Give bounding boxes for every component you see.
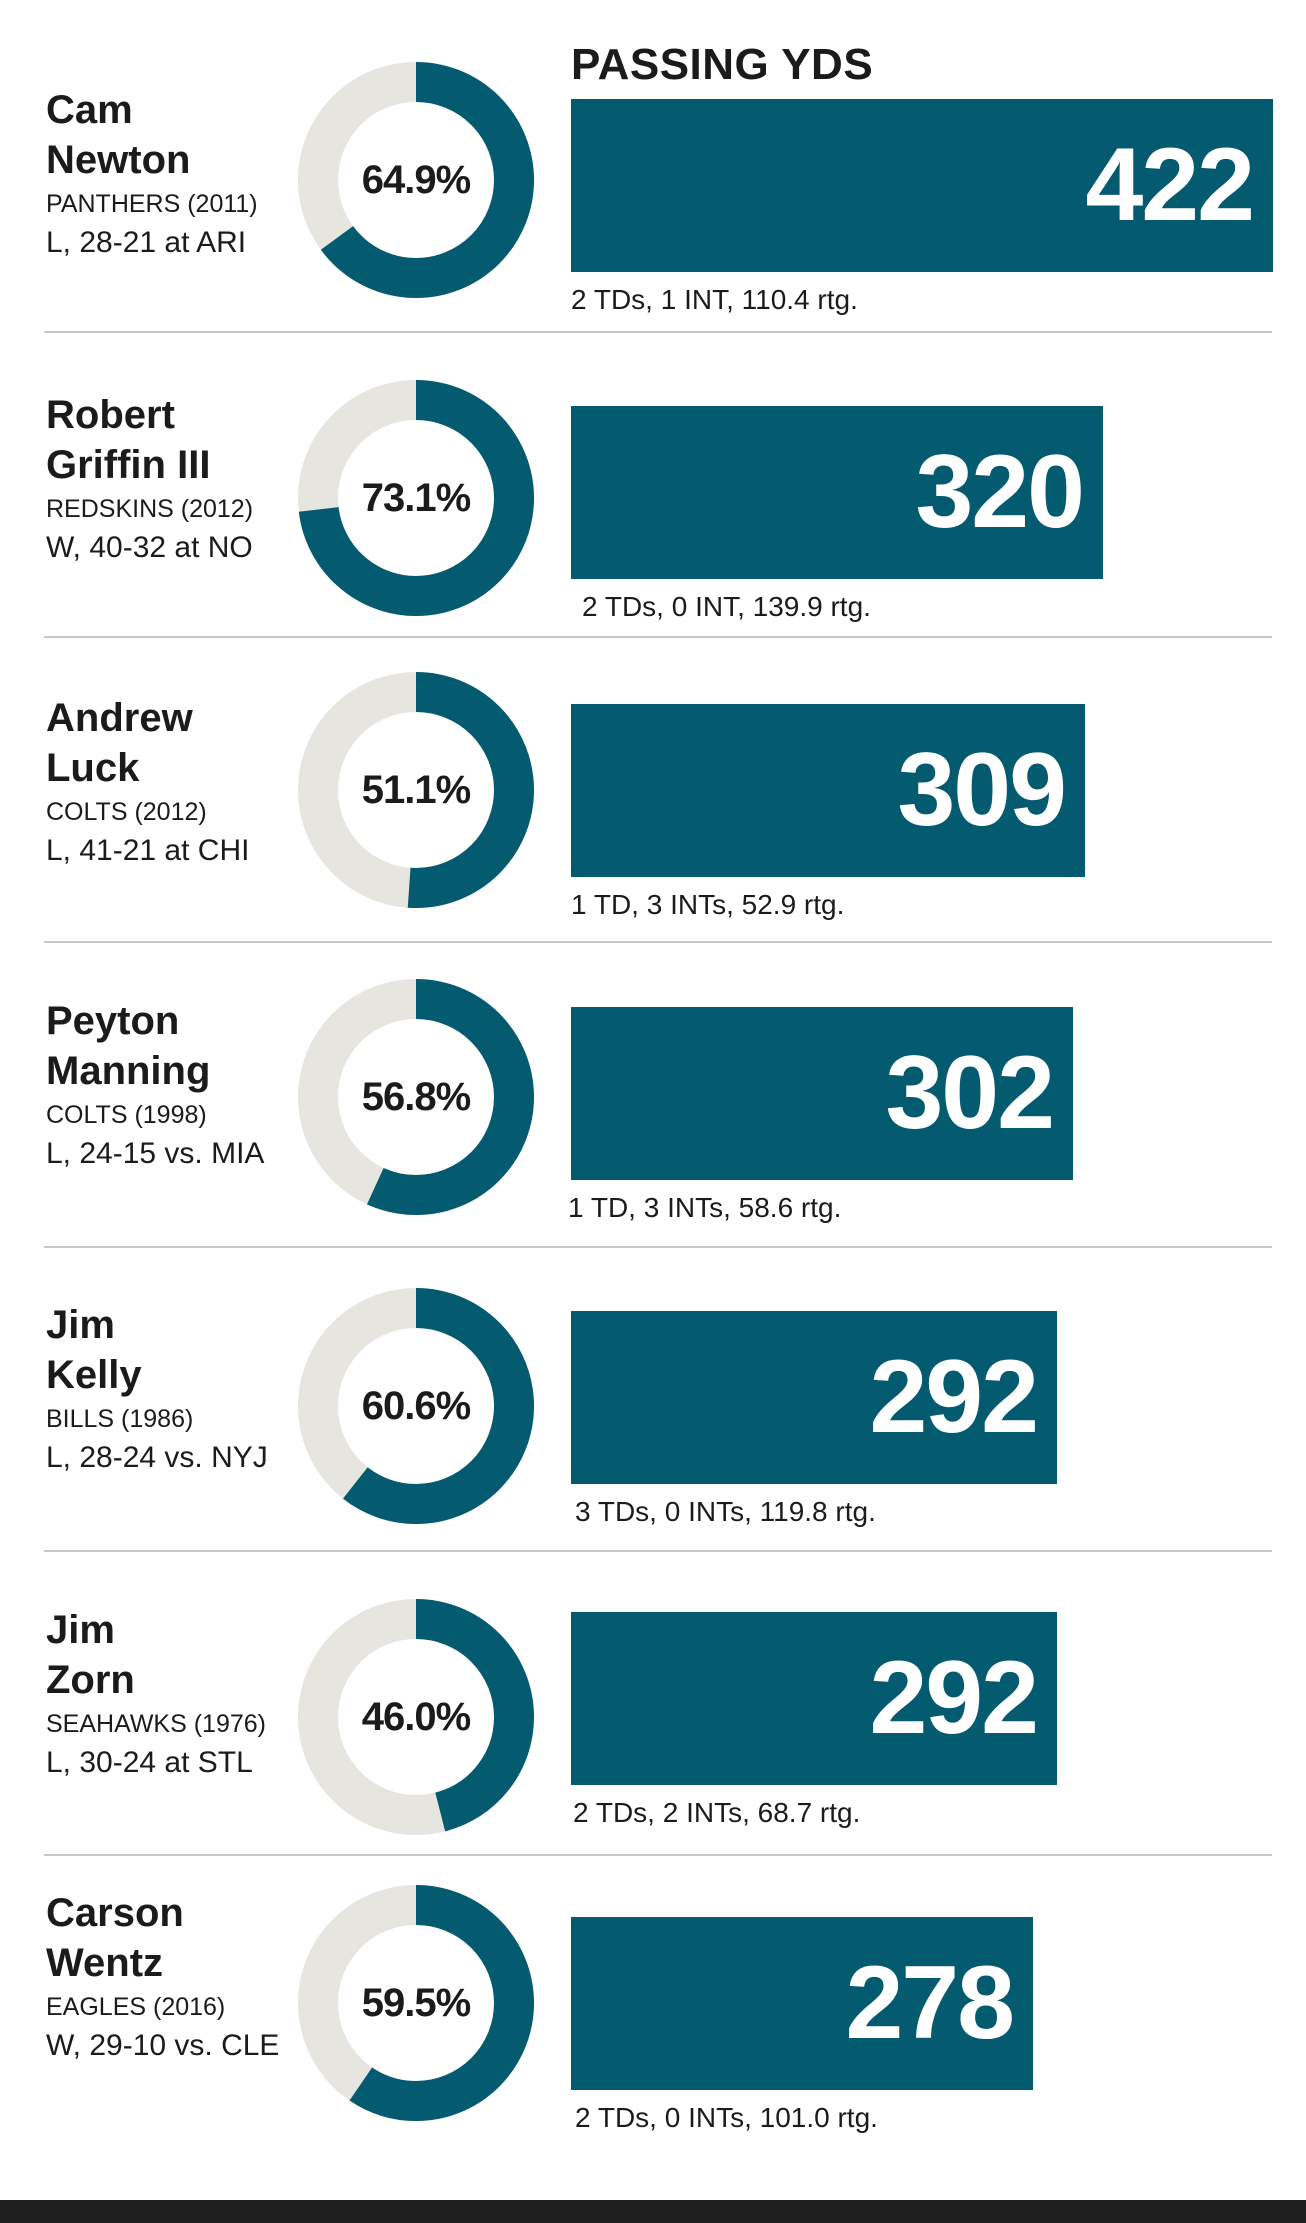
team-season: EAGLES (2016)	[46, 1993, 226, 2021]
team-season: COLTS (1998)	[46, 1101, 207, 1129]
game-result: W, 40-32 at NO	[46, 531, 253, 564]
player-last-name: Zorn	[46, 1658, 135, 1702]
yards-bar: 422	[571, 99, 1273, 272]
donut-arc	[298, 1599, 534, 1835]
player-first-name: Jim	[46, 1608, 115, 1652]
player-last-name: Kelly	[46, 1353, 142, 1397]
donut-arc	[298, 979, 534, 1215]
team-season: BILLS (1986)	[46, 1405, 194, 1433]
completion-donut: 56.8%	[298, 979, 534, 1215]
stat-line: 2 TDs, 2 INTs, 68.7 rtg.	[573, 1797, 861, 1828]
stat-line: 2 TDs, 0 INT, 139.9 rtg.	[582, 591, 871, 622]
completion-pct-label: 51.1%	[361, 768, 471, 812]
yards-bar: 292	[571, 1311, 1057, 1484]
player-row: Carson Wentz EAGLES (2016) W, 29-10 vs. CLE…	[0, 1885, 1306, 2193]
completion-pct-label: 60.6%	[361, 1384, 471, 1428]
yards-label: 292	[869, 1640, 1039, 1756]
completion-donut: 64.9%	[298, 62, 534, 298]
row-divider	[44, 1246, 1272, 1248]
donut-svg	[298, 380, 534, 616]
game-result: L, 30-24 at STL	[46, 1746, 253, 1779]
player-last-name: Griffin III	[46, 443, 211, 487]
donut-arc	[298, 62, 534, 298]
player-row: Jim Zorn SEAHAWKS (1976) L, 30-24 at STL 46.…	[0, 1599, 1306, 1910]
player-last-name: Luck	[46, 746, 140, 790]
player-row: Jim Kelly BILLS (1986) L, 28-24 vs. NYJ 60.6…	[0, 1288, 1306, 1605]
row-divider	[44, 941, 1272, 943]
completion-pct-label: 73.1%	[361, 476, 471, 520]
completion-pct-label: 64.9%	[361, 158, 471, 202]
stat-line: 1 TD, 3 INTs, 58.6 rtg.	[568, 1192, 842, 1223]
yards-label: 309	[897, 732, 1067, 848]
player-row: Andrew Luck COLTS (2012) L, 41-21 at CHI 51.…	[0, 672, 1306, 998]
donut-arc	[298, 672, 534, 908]
player-first-name: Peyton	[46, 999, 180, 1043]
player-row: Cam Newton PANTHERS (2011) L, 28-21 at ARI 6…	[0, 62, 1306, 390]
yards-bar: 320	[571, 406, 1103, 579]
stat-line: 3 TDs, 0 INTs, 119.8 rtg.	[575, 1496, 876, 1527]
yards-label: 302	[885, 1035, 1055, 1151]
game-result: L, 41-21 at CHI	[46, 834, 250, 867]
donut-svg	[298, 1885, 534, 2121]
player-row: Peyton Manning COLTS (1998) L, 24-15 vs. MI…	[0, 979, 1306, 1301]
donut-arc	[298, 380, 534, 616]
player-last-name: Wentz	[46, 1941, 164, 1985]
player-first-name: Jim	[46, 1303, 115, 1347]
game-result: L, 28-24 vs. NYJ	[46, 1441, 268, 1474]
team-season: REDSKINS (2012)	[46, 495, 254, 523]
completion-pct-label: 59.5%	[361, 1981, 471, 2025]
player-first-name: Robert	[46, 393, 175, 437]
completion-donut: 59.5%	[298, 1885, 534, 2121]
donut-svg	[298, 62, 534, 298]
row-divider	[44, 636, 1272, 638]
game-result: L, 24-15 vs. MIA	[46, 1137, 265, 1170]
donut-arc	[298, 1885, 534, 2121]
player-first-name: Cam	[46, 88, 133, 132]
yards-label: 422	[1085, 127, 1255, 243]
team-season: SEAHAWKS (1976)	[46, 1710, 266, 1738]
player-first-name: Carson	[46, 1891, 184, 1935]
donut-svg	[298, 672, 534, 908]
donut-svg	[298, 1288, 534, 1524]
yards-bar: 292	[571, 1612, 1057, 1785]
row-divider	[44, 1854, 1272, 1856]
player-row: Robert Griffin III REDSKINS (2012) W, 40-32…	[0, 380, 1306, 695]
chart-title: PASSING YDS	[571, 40, 874, 89]
player-first-name: Andrew	[46, 696, 193, 740]
yards-label: 292	[869, 1339, 1039, 1455]
donut-svg	[298, 1599, 534, 1835]
yards-bar: 309	[571, 704, 1085, 877]
team-season: COLTS (2012)	[46, 798, 207, 826]
completion-donut: 51.1%	[298, 672, 534, 908]
completion-donut: 73.1%	[298, 380, 534, 616]
completion-pct-label: 56.8%	[361, 1075, 471, 1119]
donut-svg	[298, 979, 534, 1215]
completion-donut: 46.0%	[298, 1599, 534, 1835]
row-divider	[44, 331, 1272, 333]
stat-line: 2 TDs, 0 INTs, 101.0 rtg.	[575, 2102, 878, 2133]
team-season: PANTHERS (2011)	[46, 190, 258, 218]
row-divider	[44, 1550, 1272, 1552]
footer-bar	[0, 2200, 1306, 2223]
yards-label: 278	[845, 1945, 1015, 2061]
yards-bar: 278	[571, 1917, 1033, 2090]
yards-bar: 302	[571, 1007, 1073, 1180]
completion-pct-label: 46.0%	[361, 1695, 471, 1739]
yards-label: 320	[915, 434, 1085, 550]
completion-donut: 60.6%	[298, 1288, 534, 1524]
stat-line: 1 TD, 3 INTs, 52.9 rtg.	[571, 889, 845, 920]
player-last-name: Newton	[46, 138, 191, 182]
game-result: W, 29-10 vs. CLE	[46, 2029, 280, 2062]
game-result: L, 28-21 at ARI	[46, 226, 247, 259]
donut-arc	[298, 1288, 534, 1524]
player-last-name: Manning	[46, 1049, 211, 1093]
stat-line: 2 TDs, 1 INT, 110.4 rtg.	[571, 284, 858, 315]
